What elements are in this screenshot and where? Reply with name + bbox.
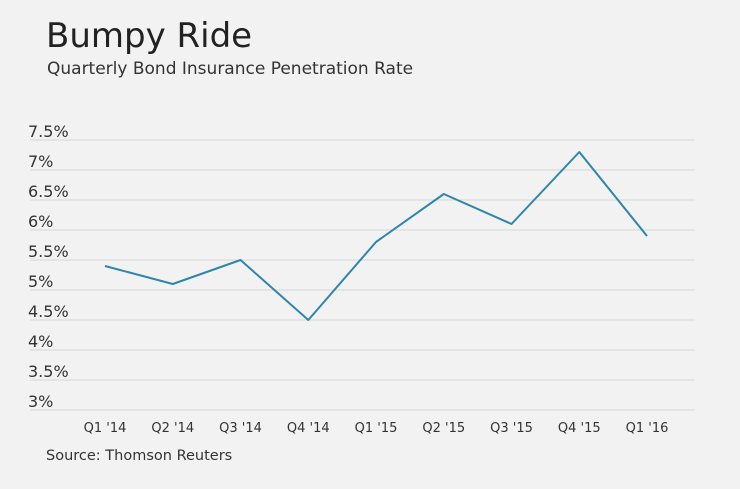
y-tick-label: 3% [28, 392, 53, 411]
x-tick-label: Q3 '14 [219, 421, 262, 436]
y-axis-ticks: 3% 3.5% 4% 4.5% 5% 5.5% 6% 6.5% 7% 7.5% [28, 122, 69, 411]
x-axis-ticks: Q1 '14 Q2 '14 Q3 '14 Q4 '14 Q1 '15 Q2 '15 Q3 '… [84, 421, 669, 436]
y-tick-label: 7% [28, 152, 53, 171]
x-tick-label: Q4 '14 [287, 421, 330, 436]
x-tick-label: Q3 '15 [490, 421, 533, 436]
y-tick-label: 4.5% [28, 302, 69, 321]
series-line [104, 151, 648, 321]
x-tick-label: Q2 '15 [422, 421, 465, 436]
x-tick-label: Q1 '14 [84, 421, 127, 436]
x-tick-label: Q1 '16 [626, 421, 669, 436]
gridlines [30, 139, 695, 411]
y-tick-label: 5.5% [28, 242, 69, 261]
x-tick-label: Q2 '14 [151, 421, 194, 436]
x-tick-label: Q1 '15 [355, 421, 398, 436]
y-tick-label: 6% [28, 212, 53, 231]
y-tick-label: 6.5% [28, 182, 69, 201]
source-note: Source: Thomson Reuters [46, 448, 233, 464]
chart-subtitle: Quarterly Bond Insurance Penetration Rat… [47, 59, 414, 79]
y-tick-label: 4% [28, 332, 53, 351]
y-tick-label: 7.5% [28, 122, 69, 141]
y-tick-label: 5% [28, 272, 53, 291]
y-tick-label: 3.5% [28, 362, 69, 381]
chart-title: Bumpy Ride [46, 16, 253, 56]
x-tick-label: Q4 '15 [558, 421, 601, 436]
